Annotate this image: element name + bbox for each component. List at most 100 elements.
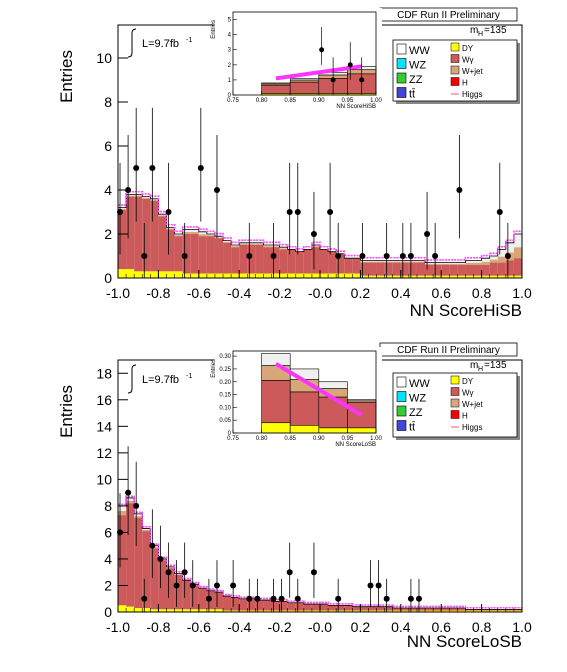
wgamma-bar	[303, 604, 312, 611]
y-tick-label: 4	[104, 182, 112, 198]
wgamma-bar	[223, 596, 232, 611]
y-tick-label: 14	[96, 418, 112, 434]
ww-bar	[513, 234, 522, 248]
wgamma-bar	[368, 262, 377, 276]
data-point	[407, 253, 414, 259]
dy-bar	[287, 610, 296, 612]
data-point	[407, 595, 414, 602]
dy-bar	[449, 610, 458, 612]
legend-label: Higgs	[462, 90, 482, 99]
legend-swatch	[450, 375, 460, 385]
wgamma-bar	[320, 249, 329, 274]
inset-plot: 0.75 0.80 0.85 0.90 0.95 1.00 0 1 2 3 4 5 NN ScoreHi…	[211, 8, 382, 111]
wgamma-bar	[376, 606, 385, 611]
dy-bar	[425, 275, 434, 278]
ww-bar	[263, 245, 272, 247]
legend-label: WZ	[409, 60, 426, 72]
inset-y-tick-label: 0.15	[219, 393, 231, 399]
ww-bar	[142, 196, 151, 198]
dy-bar	[320, 610, 329, 612]
inset-y-axis-label: Entries	[211, 359, 217, 378]
data-point	[270, 253, 277, 259]
legend-label: tt̄	[409, 421, 415, 433]
ww-bar	[198, 231, 207, 235]
wjet-bar	[214, 237, 224, 239]
inset-dy-bar	[261, 422, 291, 434]
wgamma-bar	[279, 601, 288, 611]
wjet-bar	[190, 232, 199, 234]
dy-bar	[247, 273, 256, 278]
dy-bar	[384, 275, 393, 278]
ww-bar	[166, 227, 175, 229]
dy-bar	[457, 275, 466, 278]
ww-bar	[150, 198, 159, 201]
dy-bar	[166, 271, 175, 278]
wgamma-bar	[449, 264, 458, 276]
x-tick-label: -0.4	[227, 619, 251, 635]
y-tick-label: 12	[96, 445, 112, 461]
legend-label: H	[462, 79, 468, 88]
dy-bar	[352, 610, 361, 612]
legend-label: WZ	[409, 393, 426, 405]
wjet-bar	[247, 244, 256, 245]
inset-dy-bar	[318, 427, 348, 434]
data-point	[165, 209, 172, 215]
x-tick-label: -0.6	[187, 285, 211, 301]
data-point	[504, 253, 511, 259]
legend-label: W+jet	[462, 67, 483, 76]
x-tick-label: 0.8	[472, 285, 492, 301]
dy-bar	[465, 610, 474, 612]
ww-bar	[126, 497, 135, 501]
wjet-bar	[271, 246, 280, 248]
wgamma-bar	[505, 260, 514, 276]
legend-swatch	[396, 376, 407, 388]
data-point	[286, 569, 293, 576]
wjet-bar	[166, 567, 175, 569]
legend-label: DY	[462, 377, 474, 386]
legend-label: DY	[462, 44, 474, 53]
x-tick-label: 0.6	[431, 619, 451, 635]
ww-bar	[271, 245, 280, 247]
ww-bar	[134, 513, 143, 517]
inset-y-tick-label: 0.30	[219, 354, 231, 360]
ww-bar	[360, 260, 369, 262]
inset-data-point	[330, 77, 336, 83]
y-tick-label: 6	[104, 524, 112, 540]
x-tick-label: 0.4	[391, 619, 411, 635]
dy-bar	[295, 273, 304, 278]
inset-higgs-line	[274, 362, 363, 417]
ww-bar	[126, 194, 135, 196]
dy-bar	[497, 275, 506, 278]
dy-bar	[311, 610, 320, 612]
inset-ww-bar	[318, 381, 348, 389]
data-point	[399, 253, 406, 259]
data-point	[149, 165, 156, 171]
legend-swatch	[450, 387, 460, 396]
data-point	[432, 253, 439, 259]
legend-label: W+jet	[462, 400, 483, 409]
dy-bar	[206, 273, 215, 278]
inset-y-tick-label: 0.25	[219, 367, 231, 373]
x-tick-label: -0.4	[227, 285, 251, 301]
lumi-label: L=9.7fb -1	[127, 28, 192, 58]
dy-bar	[279, 273, 288, 278]
dy-bar	[481, 275, 490, 278]
inset-wgamma-bar	[261, 380, 291, 424]
dy-bar	[287, 273, 296, 278]
dy-bar	[433, 610, 442, 612]
wgamma-bar	[150, 548, 159, 610]
dy-bar	[271, 610, 280, 612]
x-tick-label: 1.0	[512, 619, 532, 635]
y-tick-label: 2	[104, 226, 112, 242]
wjet-bar	[166, 228, 175, 230]
inset-wgamma-bar	[289, 81, 320, 94]
lumi-text: L=9.7fb	[142, 38, 179, 50]
data-point	[213, 582, 220, 589]
data-point	[270, 595, 277, 602]
wgamma-bar	[206, 236, 215, 274]
dy-bar	[360, 610, 369, 612]
dy-bar	[142, 271, 151, 278]
ww-bar	[279, 247, 288, 249]
